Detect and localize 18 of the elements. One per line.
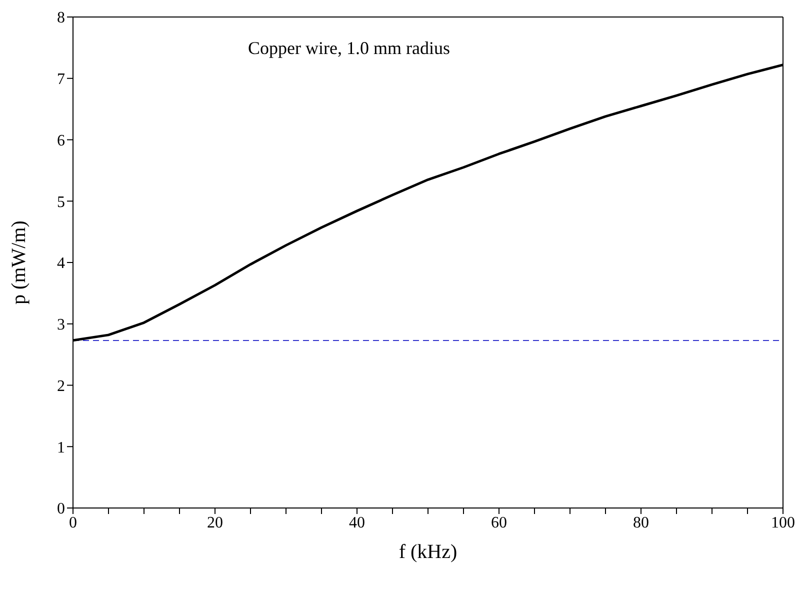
y-tick-label: 0 (57, 500, 65, 518)
x-tick-label: 0 (69, 514, 77, 532)
y-tick-label: 2 (57, 378, 65, 395)
annotation: Copper wire, 1.0 mm radius (248, 38, 450, 59)
y-axis-title: p (mW/m) (8, 220, 30, 304)
x-tick-label: 80 (633, 514, 649, 532)
x-tick-label: 60 (491, 514, 507, 532)
y-tick-label: 8 (57, 10, 65, 27)
x-tick-label: 40 (349, 514, 365, 532)
x-axis-title: f (kHz) (398, 541, 458, 563)
y-tick-label: 5 (57, 194, 65, 211)
x-tick-label: 100 (771, 514, 795, 532)
y-tick-label: 6 (57, 132, 65, 150)
y-tick-label: 7 (57, 71, 65, 88)
y-tick-label: 1 (57, 439, 65, 456)
y-tick-label: 3 (57, 316, 65, 334)
x-tick-label: 20 (207, 514, 223, 532)
y-tick-label: 4 (57, 255, 65, 272)
